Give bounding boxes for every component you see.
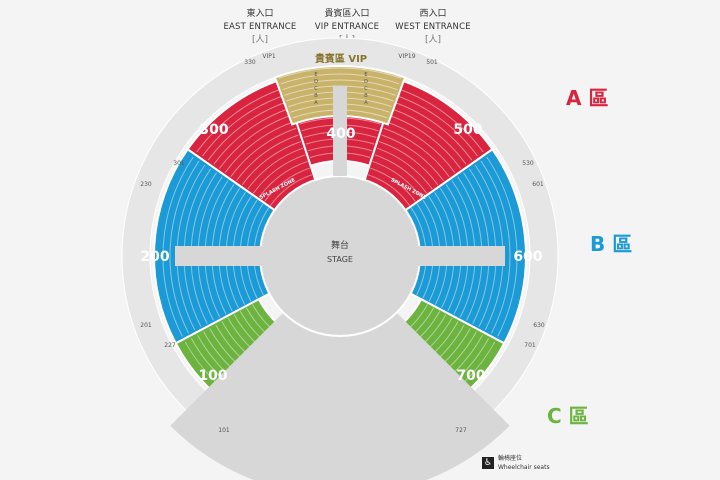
legend-zh: 輪椅座位 — [498, 455, 523, 462]
seat-number-label: 630 — [533, 322, 545, 329]
wheelchair-icon: ♿ — [482, 457, 494, 469]
vip-row-label: E — [364, 72, 367, 78]
west-entrance-en: WEST ENTRANCE — [395, 22, 471, 32]
seat-row — [224, 121, 294, 173]
vip-row-label: A — [314, 100, 318, 106]
seat-number-label: 501 — [426, 59, 438, 66]
vip-entrance-en: VIP ENTRANCE — [314, 22, 380, 32]
section-label-500: 500 — [453, 122, 482, 138]
seat-number-label: 227 — [164, 342, 176, 349]
zone-b-label: B 區 — [590, 232, 633, 256]
seat-row — [379, 141, 439, 186]
vip-label: 貴賓區 VIP — [315, 52, 367, 65]
east-entrance-en: EAST ENTRANCE — [223, 22, 297, 32]
vip-row-label: C — [314, 86, 318, 92]
seat-row — [486, 156, 518, 337]
seat-number-label: 530 — [522, 160, 534, 167]
seat-row — [370, 167, 416, 202]
vip-entrance-zh: 貴賓區入口 — [324, 9, 370, 19]
section-label-300: 300 — [199, 122, 228, 138]
seat-number-label: 727 — [455, 427, 467, 434]
seat-row — [162, 156, 194, 337]
seat-row — [253, 154, 306, 194]
vip-row-label: A — [364, 100, 368, 106]
seat-row — [397, 88, 484, 153]
seat-row — [169, 160, 200, 334]
section-label-600: 600 — [513, 249, 542, 265]
vip-row-label: D — [314, 79, 318, 85]
zone-a-label: A 區 — [566, 86, 609, 110]
seat-number-label: 601 — [532, 181, 544, 188]
stage-label-zh: 舞台 — [331, 239, 349, 251]
stage-runway — [175, 246, 505, 266]
seat-row — [264, 167, 310, 202]
section-labels: 舞台 STAGE 300 400 500 200 600 100 700 貴賓區 VIP VIP1 V… — [140, 52, 545, 434]
seat-number-label: 330 — [244, 59, 256, 66]
lower-floor-area — [185, 256, 495, 480]
east-entrance: 東入口 EAST ENTRANCE [人] — [205, 8, 315, 47]
section-label-700: 700 — [456, 368, 485, 384]
stage-label-en: STAGE — [327, 255, 353, 264]
seat-row — [196, 88, 283, 153]
seat-row — [381, 134, 444, 182]
seat-number-label: 701 — [524, 342, 536, 349]
seat-row — [236, 134, 299, 182]
seat-row — [372, 160, 422, 198]
seat-number-label: 101 — [218, 427, 230, 434]
west-entrance-zh: 西入口 — [419, 9, 447, 19]
vip-seat-row — [278, 67, 402, 79]
legend: ♿ 輪椅座位 Wheelchair seats — [482, 454, 550, 472]
seat-row — [270, 174, 313, 206]
section-label-400: 400 — [326, 126, 355, 142]
vip-box-label: VIP1 — [262, 53, 275, 60]
seat-row — [390, 108, 467, 165]
vip-row-label: B — [364, 93, 368, 99]
vip-box-label: VIP19 — [398, 53, 415, 60]
seat-row — [219, 114, 292, 169]
section-label-100: 100 — [198, 368, 227, 384]
seat-row — [383, 127, 450, 177]
east-entrance-door-icon: [人] — [251, 35, 269, 45]
seat-row — [376, 147, 433, 190]
vip-row-label: B — [314, 93, 318, 99]
seat-row — [374, 154, 427, 194]
seat-row — [207, 101, 288, 161]
seat-row — [388, 114, 461, 169]
vip-aisle — [333, 86, 347, 176]
seat-row — [480, 160, 511, 334]
stage-floor — [170, 86, 510, 480]
section-label-200: 200 — [140, 249, 169, 265]
seat-row — [241, 141, 301, 186]
seat-row — [230, 127, 297, 177]
seat-row — [213, 108, 290, 165]
west-entrance: 西入口 WEST ENTRANCE [人] — [378, 8, 488, 47]
seat-number-label: 301 — [173, 160, 185, 167]
seat-number-label: 230 — [140, 181, 152, 188]
zone-c-label: C 區 — [547, 404, 589, 428]
vip-row-label: E — [314, 72, 317, 78]
vip-seat-row — [280, 73, 400, 85]
seat-row — [395, 94, 478, 157]
vip-seat-row — [282, 79, 398, 91]
seat-row — [202, 94, 285, 157]
seat-row — [258, 160, 308, 198]
vip-row-label: C — [364, 86, 368, 92]
seat-row — [247, 147, 304, 190]
legend-en: Wheelchair seats — [498, 464, 550, 471]
east-entrance-zh: 東入口 — [246, 9, 274, 19]
seat-row — [386, 121, 456, 173]
vip-row-label: D — [364, 79, 368, 85]
seat-row — [367, 174, 410, 206]
west-entrance-door-icon: [人] — [424, 35, 442, 45]
seat-row — [392, 101, 473, 161]
seat-number-label: 201 — [140, 322, 152, 329]
